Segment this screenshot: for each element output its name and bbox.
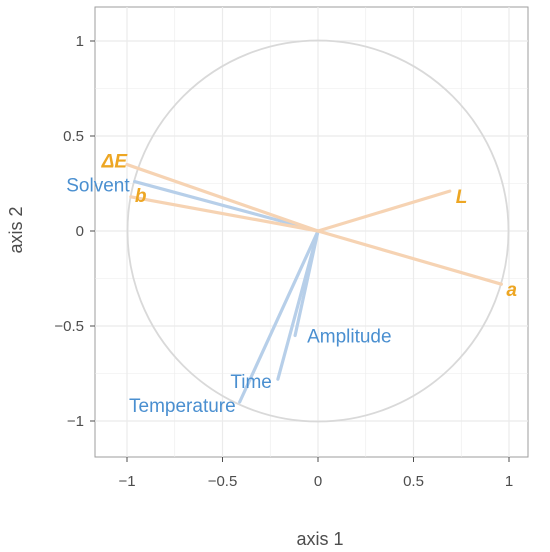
unit-circle — [126, 39, 510, 423]
vector-δe — [125, 162, 320, 233]
vector-time — [276, 229, 320, 381]
x-tick-label: 0 — [314, 473, 322, 490]
y-tick-label: −1 — [67, 413, 84, 430]
vector-label-time: Time — [230, 372, 272, 393]
plot-panel — [94, 6, 529, 458]
x-axis-title: axis 1 — [296, 529, 343, 549]
vector-label-temperature: Temperature — [129, 396, 236, 417]
y-tick-label: 0.5 — [63, 128, 84, 145]
vector-l — [316, 189, 452, 233]
vector-temperature — [238, 229, 320, 404]
y-axis-title: axis 2 — [6, 206, 26, 253]
y-tick-label: −0.5 — [54, 318, 84, 335]
vector-labels: Solvent Amplitude Time Temperature ΔE b La — [66, 152, 517, 418]
x-tick-label: −0.5 — [208, 473, 238, 490]
vector-label-solvent: Solvent — [66, 176, 130, 197]
vector-a — [316, 229, 503, 286]
vector-lines — [125, 162, 503, 404]
vector-label-l: L — [456, 187, 468, 208]
x-tick-label: −1 — [118, 473, 135, 490]
y-tick-label: 1 — [76, 33, 84, 50]
y-tick-label: 0 — [76, 223, 84, 240]
tick-labels: −1 −0.5 0 0.5 1 1 0.5 0 −0.5 −1 — [54, 33, 513, 490]
vector-label-b: b — [135, 186, 147, 207]
vector-label-δe: ΔE — [101, 152, 129, 173]
vector-label-a: a — [506, 280, 517, 301]
vector-solvent — [133, 180, 320, 233]
vector-label-amplitude: Amplitude — [307, 327, 392, 348]
vector-b — [129, 195, 320, 233]
x-tick-label: 1 — [505, 473, 513, 490]
x-tick-label: 0.5 — [403, 473, 424, 490]
